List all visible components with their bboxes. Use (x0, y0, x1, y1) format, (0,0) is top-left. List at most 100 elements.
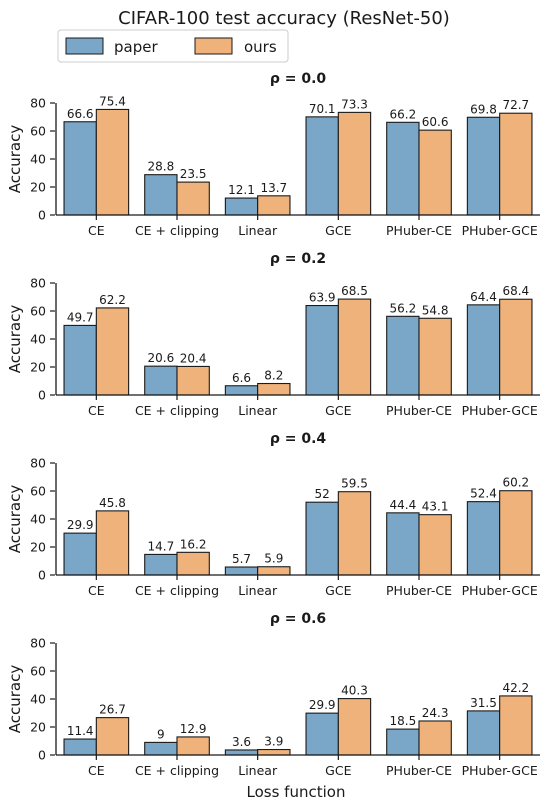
legend-label-ours: ours (244, 38, 277, 56)
bar-paper-0-0 (63, 121, 97, 216)
data-label-ours-2-2: 5.9 (264, 552, 283, 566)
bar-paper-0-4 (386, 121, 420, 216)
data-label-ours-1-3: 68.5 (341, 284, 368, 298)
bar-paper-2-3 (305, 501, 339, 576)
panel-ylabel-1: Accuracy (6, 305, 24, 374)
x-tick-label-3-4: PHuber-CE (386, 763, 452, 778)
data-label-paper-2-5: 52.4 (470, 487, 497, 501)
bar-ours-1-0 (95, 307, 130, 396)
x-tick-label-1-0: CE (88, 403, 105, 418)
legend-swatch-ours (194, 37, 233, 55)
legend-label-paper: paper (114, 38, 158, 56)
data-label-paper-1-5: 64.4 (470, 290, 497, 304)
data-label-ours-0-5: 72.7 (502, 98, 529, 112)
bar-ours-2-1 (176, 551, 210, 576)
bar-paper-3-1 (144, 741, 178, 756)
data-label-ours-1-0: 62.2 (99, 293, 126, 307)
bar-ours-0-0 (95, 108, 130, 216)
figure-title: CIFAR-100 test accuracy (ResNet-50) (118, 8, 450, 29)
bar-ours-2-2 (257, 566, 291, 576)
bar-paper-2-1 (144, 553, 178, 576)
bar-ours-1-3 (337, 298, 372, 396)
panel-2: ρ = 0.4 Accuracy 0 20 40 60 80 29.9 14.7 5.7 52 44.… (6, 431, 540, 598)
bar-paper-3-5 (466, 710, 501, 756)
data-label-paper-1-3: 63.9 (309, 291, 336, 305)
x-tick-label-1-1: CE + clipping (135, 403, 219, 418)
bar-ours-0-4 (418, 129, 452, 216)
x-tick-label-1-2: Linear (238, 403, 278, 418)
x-tick-label-0-4: PHuber-CE (386, 223, 452, 238)
data-label-ours-2-1: 16.2 (180, 537, 207, 551)
y-tick-label-3-1: 20 (30, 720, 46, 735)
data-label-paper-1-4: 56.2 (389, 301, 416, 315)
x-tick-label-0-0: CE (88, 223, 105, 238)
x-tick-label-3-1: CE + clipping (135, 763, 219, 778)
bar-paper-1-1 (144, 365, 178, 396)
bar-ours-3-3 (337, 698, 372, 756)
bar-ours-0-2 (257, 195, 291, 216)
x-tick-label-3-3: GCE (325, 763, 351, 778)
bar-ours-2-5 (499, 490, 533, 576)
data-label-ours-2-4: 43.1 (422, 500, 449, 514)
data-label-ours-0-2: 13.7 (260, 181, 287, 195)
data-label-paper-0-0: 66.6 (67, 107, 94, 121)
legend-swatch-paper (65, 37, 104, 55)
data-label-ours-1-5: 68.4 (502, 284, 529, 298)
data-label-ours-3-2: 3.9 (264, 735, 283, 749)
panel-title-0: ρ = 0.0 (270, 71, 327, 87)
bar-ours-1-1 (176, 365, 210, 396)
x-tick-label-3-5: PHuber-GCE (462, 763, 538, 778)
data-label-paper-0-2: 12.1 (228, 183, 255, 197)
y-tick-label-0-0: 0 (38, 208, 46, 223)
bar-paper-1-2 (224, 385, 259, 396)
data-label-ours-3-3: 40.3 (341, 684, 368, 698)
data-label-paper-3-2: 3.6 (232, 735, 251, 749)
bar-paper-1-0 (63, 324, 97, 396)
panel-3: ρ = 0.6 Accuracy 0 20 40 60 80 11.4 9 3.6 29.9 18.5… (6, 611, 540, 778)
data-label-paper-2-0: 29.9 (67, 518, 94, 532)
data-label-ours-2-3: 59.5 (341, 477, 368, 491)
y-tick-label-2-3: 60 (30, 484, 46, 499)
data-label-ours-1-4: 54.8 (422, 303, 449, 317)
y-tick-label-2-2: 40 (30, 512, 46, 527)
y-tick-label-0-2: 40 (30, 152, 46, 167)
bar-paper-0-1 (144, 174, 178, 216)
legend: paper ours (57, 29, 289, 63)
data-label-paper-0-3: 70.1 (309, 102, 336, 116)
data-label-ours-0-0: 75.4 (99, 94, 126, 108)
x-tick-label-1-4: PHuber-CE (386, 403, 452, 418)
data-label-paper-2-1: 14.7 (147, 539, 174, 553)
figure-xlabel: Loss function (247, 783, 346, 801)
x-tick-label-3-0: CE (88, 763, 105, 778)
bar-ours-1-4 (418, 317, 452, 396)
x-tick-label-2-4: PHuber-CE (386, 583, 452, 598)
panel-0: ρ = 0.0 Accuracy 0 20 40 60 80 66.6 28.8 12.1 70.1… (6, 71, 540, 238)
bar-paper-0-3 (305, 116, 339, 216)
bar-ours-1-2 (257, 382, 291, 396)
bar-ours-3-1 (176, 736, 210, 756)
bar-paper-3-0 (63, 738, 97, 756)
bar-paper-2-4 (386, 512, 420, 576)
data-label-ours-2-0: 45.8 (99, 496, 126, 510)
bar-paper-2-5 (466, 501, 501, 576)
data-label-paper-0-5: 69.8 (470, 102, 497, 116)
bar-ours-0-1 (176, 181, 210, 216)
bar-ours-3-4 (418, 720, 452, 756)
y-tick-label-1-1: 20 (30, 360, 46, 375)
bar-ours-3-2 (257, 748, 291, 756)
panel-1: ρ = 0.2 Accuracy 0 20 40 60 80 49.7 20.6 6.6 63.9 5… (6, 251, 540, 418)
data-label-paper-3-0: 11.4 (67, 724, 94, 738)
panel-ylabel-3: Accuracy (6, 665, 24, 734)
y-tick-label-2-1: 20 (30, 540, 46, 555)
data-label-paper-3-5: 31.5 (470, 696, 497, 710)
bar-ours-1-5 (499, 298, 533, 396)
y-tick-label-1-3: 60 (30, 304, 46, 319)
data-label-ours-0-4: 60.6 (422, 115, 449, 129)
data-label-ours-0-1: 23.5 (180, 167, 207, 181)
x-tick-label-2-0: CE (88, 583, 105, 598)
x-tick-label-0-3: GCE (325, 223, 351, 238)
y-tick-label-3-3: 60 (30, 664, 46, 679)
bar-ours-0-3 (337, 111, 372, 216)
data-label-ours-0-3: 73.3 (341, 97, 368, 111)
